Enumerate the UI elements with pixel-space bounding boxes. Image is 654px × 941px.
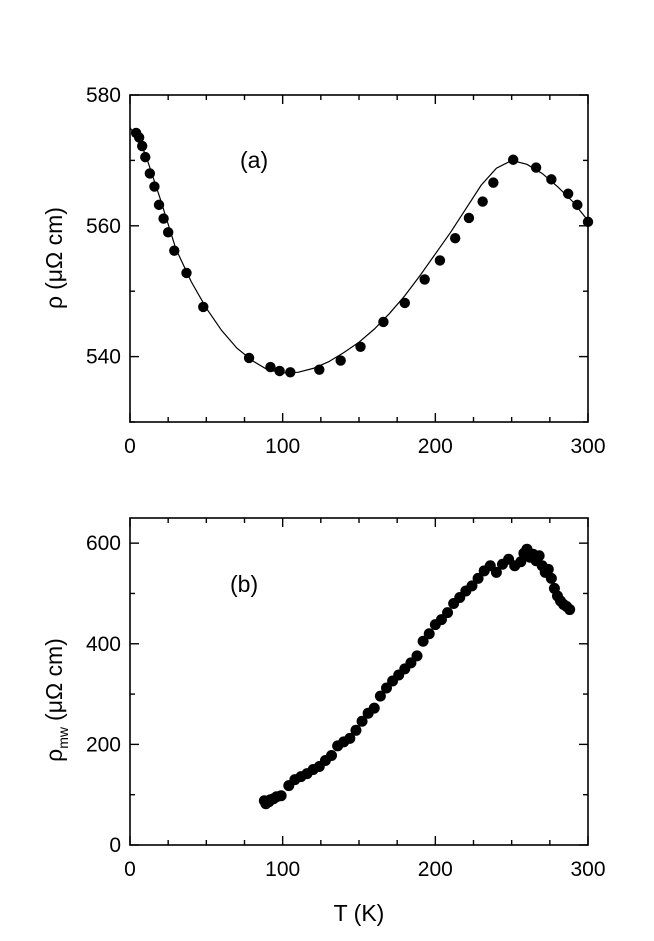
panel-b-data-point	[533, 550, 545, 562]
panel-a-data-point	[507, 154, 519, 165]
panel-b-data-point	[564, 604, 576, 616]
panel-a-y-axis-title: ρ (μΩ cm)	[41, 207, 67, 309]
panel-a-data-point	[169, 245, 180, 256]
panel-b-data-point	[411, 650, 423, 662]
panel-a-data-point	[153, 199, 165, 211]
panel-b-y-axis-title: ρmw (μΩ cm)	[41, 638, 71, 762]
panel-b-y-tick-label: 600	[86, 532, 121, 555]
panel-b-y-symbol: ρ	[41, 749, 67, 762]
panel-b-data-points	[258, 543, 576, 810]
panel-b-data-point	[515, 556, 527, 568]
panel-b-x-tick-label: 100	[265, 858, 300, 881]
panel-a-x-tick-label: 0	[124, 435, 136, 458]
panel-a-x-tick-label: 200	[418, 435, 453, 458]
panel-b: 0 100 200 300 0 200 400 600 (b) ρmw (μΩ cm) T (K…	[41, 517, 606, 926]
panel-a-y-unit: (μΩ cm)	[41, 207, 67, 290]
panel-a-data-point	[133, 132, 145, 143]
panel-b-data-point	[423, 628, 435, 640]
panel-a-data-point	[274, 365, 285, 377]
panel-a-frame	[129, 94, 589, 423]
panel-b-data-point	[490, 566, 502, 578]
panel-a-data-point	[546, 174, 557, 185]
panel-b-ticks	[129, 518, 589, 846]
panel-a-data-point	[198, 301, 209, 313]
panel-a-data-point	[449, 233, 461, 244]
panel-a-data-point	[335, 355, 346, 366]
panel-b-data-point	[542, 563, 554, 575]
panel-a-data-point	[488, 177, 499, 188]
panel-a-data-point	[162, 227, 174, 238]
panel-a: 0 100 200 300 540 560 580 (a) ρ (μΩ cm)	[41, 84, 606, 458]
panel-b-x-tick-label: 200	[418, 858, 453, 881]
panel-a-data-point	[144, 168, 156, 179]
panel-a-data-point	[140, 151, 151, 163]
panel-a-data-point	[243, 352, 255, 364]
panel-a-data-point	[477, 196, 488, 207]
panel-a-data-point	[434, 255, 446, 266]
panel-a-y-tick-label: 580	[86, 84, 121, 107]
panel-b-data-point	[344, 732, 356, 744]
panel-b-data-point	[374, 690, 386, 702]
panel-b-data-point	[466, 580, 478, 592]
panel-b-data-point	[472, 572, 484, 584]
panel-a-data-point	[530, 162, 542, 173]
panel-b-data-point	[417, 635, 429, 647]
panel-b-y-tick-label: 200	[86, 733, 121, 756]
panel-b-y-unit: (μΩ cm)	[41, 638, 67, 721]
panel-b-x-tick-label: 0	[124, 858, 136, 881]
panel-a-tick-labels: 0 100 200 300 540 560 580	[86, 84, 606, 458]
panel-a-data-point	[181, 267, 192, 279]
panel-b-tick-labels: 0 100 200 300 0 200 400 600	[86, 532, 606, 881]
panel-a-y-symbol: ρ	[41, 296, 67, 309]
panel-a-data-point	[137, 140, 148, 152]
panel-a-data-point	[149, 181, 160, 192]
panel-b-data-point	[442, 607, 454, 619]
x-axis-title: T (K)	[334, 900, 385, 926]
panel-a-data-points	[130, 127, 594, 378]
panel-a-data-point	[399, 297, 410, 309]
panel-a-data-point	[582, 216, 594, 228]
panel-a-data-point	[285, 367, 296, 378]
panel-b-data-point	[350, 724, 362, 736]
panel-b-y-subscript: mw	[55, 726, 71, 749]
panel-b-y-tick-label: 0	[109, 834, 121, 857]
panel-a-fit-curve	[129, 127, 589, 374]
panel-b-y-tick-label: 400	[86, 633, 121, 656]
panel-a-data-point	[158, 213, 169, 224]
panel-a-x-tick-label: 100	[265, 435, 300, 458]
panel-b-label: (b)	[230, 571, 258, 597]
panel-b-data-point	[326, 749, 338, 761]
panel-b-data-point	[368, 702, 380, 714]
panel-a-data-point	[419, 274, 430, 285]
panel-a-data-point	[562, 188, 574, 199]
panel-a-data-point	[463, 212, 475, 224]
panel-b-data-point	[275, 790, 287, 802]
panel-b-data-point	[545, 572, 557, 584]
panel-a-y-tick-label: 560	[86, 215, 121, 238]
panel-a-label: (a)	[240, 147, 268, 173]
panel-a-y-tick-label: 540	[86, 346, 121, 369]
panel-a-data-point	[572, 199, 583, 211]
panel-a-ticks	[129, 94, 589, 423]
panel-b-data-point	[356, 715, 368, 727]
panel-a-data-point	[378, 316, 389, 328]
panel-a-data-point	[355, 341, 366, 352]
panel-a-data-point	[314, 364, 325, 375]
panel-a-x-tick-label: 300	[570, 435, 605, 458]
panel-a-data-point	[265, 361, 276, 373]
panel-b-x-tick-label: 300	[570, 858, 605, 881]
